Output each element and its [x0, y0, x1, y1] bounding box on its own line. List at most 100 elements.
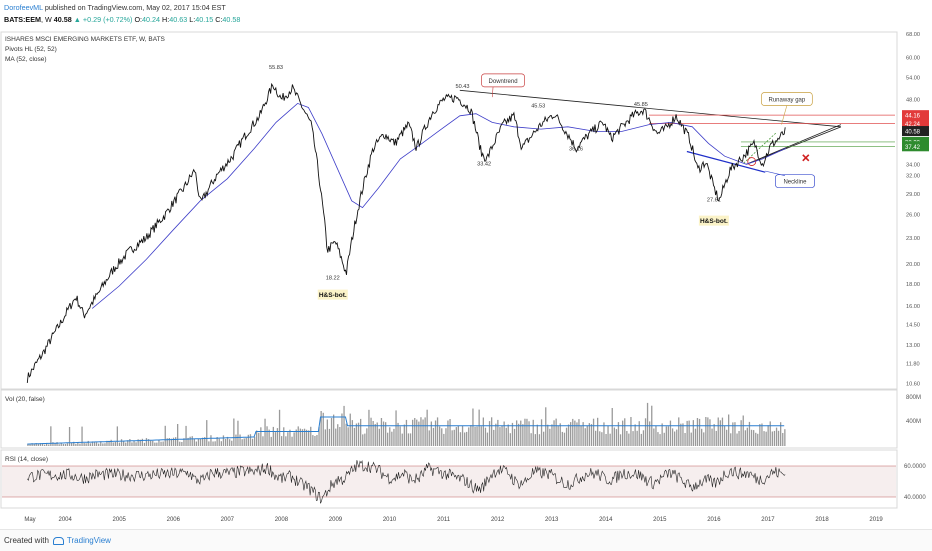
volume-bar: [626, 431, 628, 446]
volume-bar: [412, 419, 414, 446]
volume-bar: [484, 427, 487, 446]
price-tag: [902, 110, 929, 121]
pivots-label: Pivots HL (52, 52): [5, 46, 57, 53]
volume-bar: [746, 427, 748, 446]
volume-bar: [168, 438, 170, 446]
volume-bar: [640, 433, 642, 446]
volume-bar: [372, 421, 374, 446]
volume-bar: [172, 437, 175, 446]
volume-bar: [742, 415, 744, 446]
volume-bar: [166, 438, 168, 446]
volume-bar: [154, 442, 156, 446]
volume-bar: [56, 442, 58, 446]
volume-bar: [453, 429, 455, 446]
volume-bar: [603, 422, 605, 446]
volume-bar: [734, 422, 736, 446]
pivot-label: 18.22: [326, 276, 340, 282]
volume-bar: [285, 436, 287, 446]
volume-bar: [89, 443, 91, 446]
volume-bar: [145, 438, 148, 446]
price-axis-tick: 29.00: [906, 192, 920, 198]
volume-bar: [351, 420, 353, 446]
volume-bar: [540, 419, 543, 446]
volume-bar: [609, 433, 611, 446]
neckline-callout: [765, 170, 786, 176]
annotation-box: [481, 73, 525, 88]
volume-bar: [303, 428, 306, 446]
pivot-label: 45.53: [531, 103, 545, 109]
publish-info: published on TradingView.com, May 02, 20…: [44, 3, 226, 12]
volume-bar: [488, 421, 491, 446]
volume-bar: [231, 440, 233, 446]
downtrend-line: [459, 89, 841, 128]
volume-bar: [470, 425, 472, 446]
volume-bar: [341, 413, 343, 446]
volume-bar: [518, 423, 520, 446]
price-change: ▲ +0.29 (+0.72%): [73, 15, 133, 24]
volume-bar: [310, 426, 312, 446]
hs-label-bg: [317, 289, 348, 300]
volume-bar: [771, 431, 773, 446]
volume-bar: [698, 418, 701, 446]
price-axis-tick: 23.00: [906, 236, 920, 242]
volume-bar: [644, 418, 647, 446]
volume-bar: [237, 420, 239, 446]
volume-bar: [247, 434, 249, 446]
volume-bar: [436, 417, 439, 446]
volume-bar: [728, 414, 730, 446]
volume-bar: [299, 428, 301, 446]
open-value: 40.24: [142, 15, 161, 24]
author-link[interactable]: DorofeevML: [4, 3, 43, 12]
volume-bar: [420, 417, 422, 446]
volume-bar: [224, 439, 227, 446]
volume-bar: [455, 427, 457, 446]
volume-bar: [628, 433, 630, 446]
chart-canvas[interactable]: ISHARES MSCI EMERGING MARKETS ETF, W, BA…: [0, 30, 932, 529]
pivot-label: 27.61: [707, 197, 721, 203]
pivot-label: 33.42: [477, 162, 491, 168]
volume-bar: [87, 440, 89, 446]
volume-bar: [726, 429, 728, 446]
time-axis-tick: 2009: [329, 517, 343, 523]
volume-bar: [106, 440, 108, 446]
time-axis-tick: 2006: [167, 517, 181, 523]
volume-bar: [545, 407, 547, 446]
volume-bar: [305, 429, 308, 446]
volume-bar: [688, 420, 690, 446]
volume-bar: [389, 427, 391, 446]
rsi-label: RSI (14, close): [5, 456, 48, 463]
volume-bar: [64, 444, 67, 446]
volume-bar: [439, 426, 441, 446]
tradingview-brand[interactable]: TradingView: [66, 536, 111, 545]
time-axis-tick: 2012: [491, 517, 505, 523]
volume-bar: [503, 421, 505, 446]
volume-bar: [694, 428, 697, 446]
price-tag: [902, 126, 929, 137]
price-axis-tick: 54.00: [906, 75, 920, 81]
volume-bar: [141, 438, 143, 446]
volume-bar: [703, 432, 705, 446]
price-tag-label: 42.24: [905, 122, 921, 128]
volume-bar: [777, 430, 780, 446]
volume-bar: [563, 432, 566, 446]
volume-bar: [366, 428, 368, 446]
time-axis-tick: 2005: [113, 517, 127, 523]
volume-bar: [368, 409, 370, 446]
volume-bar: [674, 431, 676, 446]
volume-bar: [256, 430, 258, 446]
downtrend-callout: [491, 86, 494, 98]
volume-bar: [191, 436, 193, 446]
volume-bar: [516, 420, 518, 446]
volume-bar: [272, 426, 274, 446]
volume-bar: [357, 422, 360, 446]
volume-bar: [254, 436, 256, 446]
invalidation-x-icon: [802, 154, 810, 162]
volume-bar: [782, 433, 784, 446]
volume-bar: [547, 424, 549, 446]
volume-bar: [680, 423, 682, 446]
volume-bar: [137, 439, 139, 446]
volume-bar: [335, 428, 337, 446]
volume-bar: [655, 426, 657, 446]
volume-bar: [586, 425, 588, 446]
volume-bar: [235, 434, 237, 446]
